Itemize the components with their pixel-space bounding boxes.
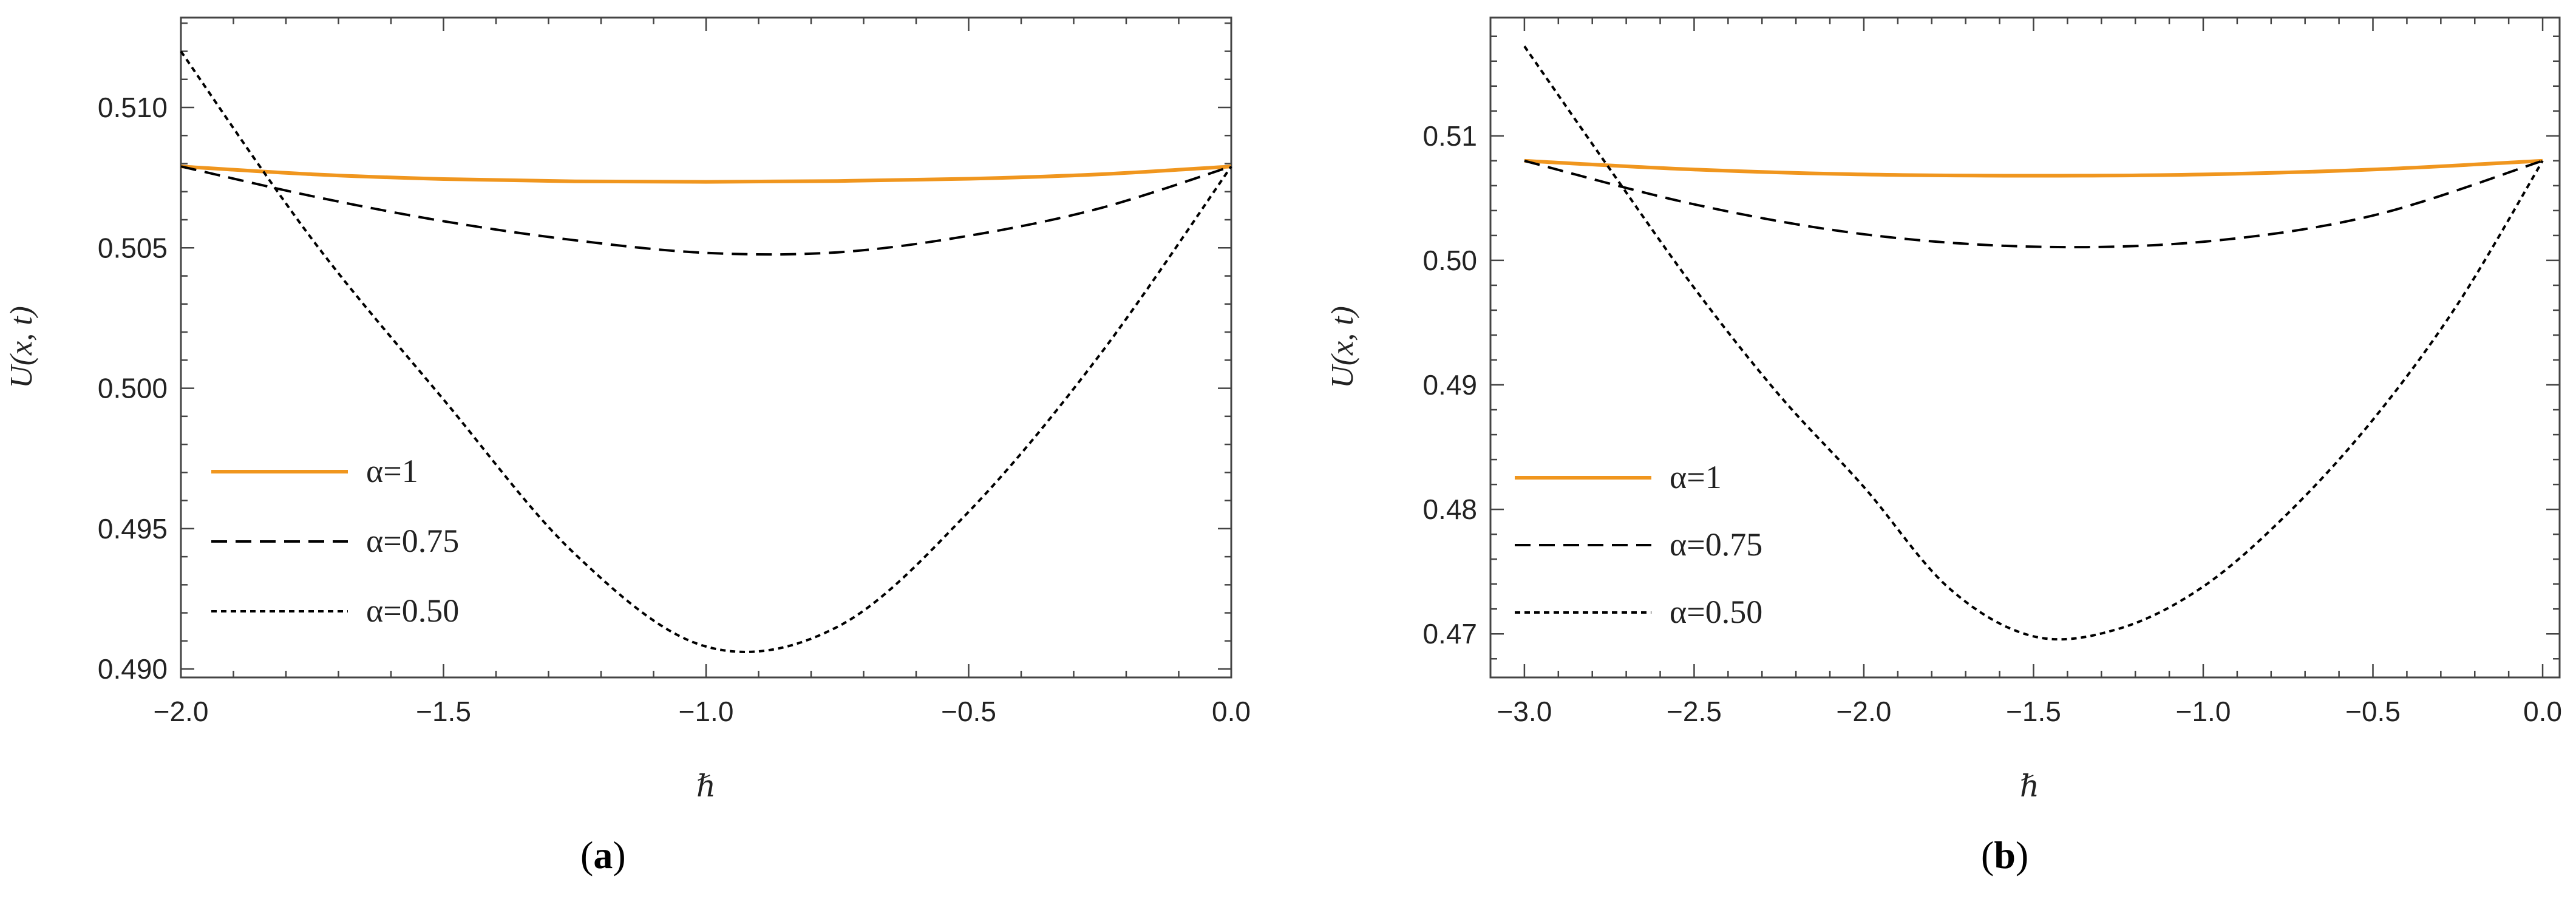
panel-b-y-axis-label: U(x, t) <box>1325 306 1360 388</box>
panel-a: −2.0 −1.5 −1.0 −0.5 0.0 0.490 0.495 0.500 0.505 0… <box>4 16 1251 804</box>
panel-a-legend-label: α=1 <box>366 453 418 489</box>
panel-b-series-line-solid <box>1524 158 2543 178</box>
panel-a-legend-label: α=0.75 <box>366 523 459 559</box>
panel-b-legend-label: α=0.50 <box>1670 594 1762 630</box>
panel-a-y-tick-label: 0.510 <box>98 92 168 123</box>
panel-b-x-tick-label: −1.5 <box>2006 696 2061 727</box>
panel-b-plot-frame <box>1489 16 2561 679</box>
panel-b-x-tick-label: −0.5 <box>2345 696 2401 727</box>
panel-a-x-tick-label: 0.0 <box>1212 696 1251 727</box>
panel-a-x-tick-label: −0.5 <box>941 696 996 727</box>
panel-a-series-line-dashed <box>180 165 1232 256</box>
panel-a-caption-letter: a <box>593 833 613 877</box>
panel-b-y-tick-label: 0.51 <box>1422 120 1477 152</box>
panel-b-x-axis-label: ℏ <box>2020 768 2039 804</box>
panel-a-x-tick-label: −2.0 <box>154 696 209 727</box>
panel-a-y-tick-label: 0.495 <box>98 513 168 544</box>
panel-b-y-tick-label: 0.50 <box>1422 245 1477 276</box>
panel-a-y-tick-label: 0.500 <box>98 373 168 404</box>
panel-b-y-tick-label: 0.48 <box>1422 494 1477 525</box>
panel-b-caption-letter: b <box>1994 833 2016 877</box>
panel-a-x-tick-label: −1.5 <box>416 696 471 727</box>
panel-a-legend-label: α=0.50 <box>366 592 459 629</box>
panel-a-plot-frame <box>180 16 1232 679</box>
panel-b-x-tick-label: 0.0 <box>2523 696 2562 727</box>
panel-a-caption: (a) <box>580 833 626 877</box>
panel-a-y-axis-label: U(x, t) <box>4 306 39 388</box>
panel-a-y-tick-label: 0.490 <box>98 653 168 685</box>
panel-b-caption: (b) <box>1981 833 2029 877</box>
panel-b-x-tick-label: −2.5 <box>1667 696 1722 727</box>
panel-b: −3.0 −2.5 −2.0 −1.5 −1.0 −0.5 0.0 0.47 0.48 0.49 0… <box>1325 16 2562 804</box>
panel-b-x-tick-label: −2.0 <box>1837 696 1892 727</box>
panel-a-x-axis-label: ℏ <box>696 768 716 804</box>
panel-a-x-tick-label: −1.0 <box>679 696 734 727</box>
panel-b-legend-label: α=1 <box>1670 459 1722 495</box>
panel-b-series-line-dotted <box>1523 46 2544 641</box>
panel-a-series-line-dotted <box>180 50 1232 653</box>
panel-b-y-tick-label: 0.49 <box>1422 369 1477 401</box>
panel-a-y-tick-label: 0.505 <box>98 232 168 263</box>
panel-b-x-tick-label: −3.0 <box>1497 696 1552 727</box>
panel-b-legend-label: α=0.75 <box>1670 526 1762 563</box>
panel-b-x-tick-label: −1.0 <box>2176 696 2231 727</box>
panel-b-series-line-dashed <box>1524 159 2543 249</box>
panel-a-series-line-solid <box>180 165 1232 184</box>
panel-b-y-tick-label: 0.47 <box>1422 618 1477 650</box>
